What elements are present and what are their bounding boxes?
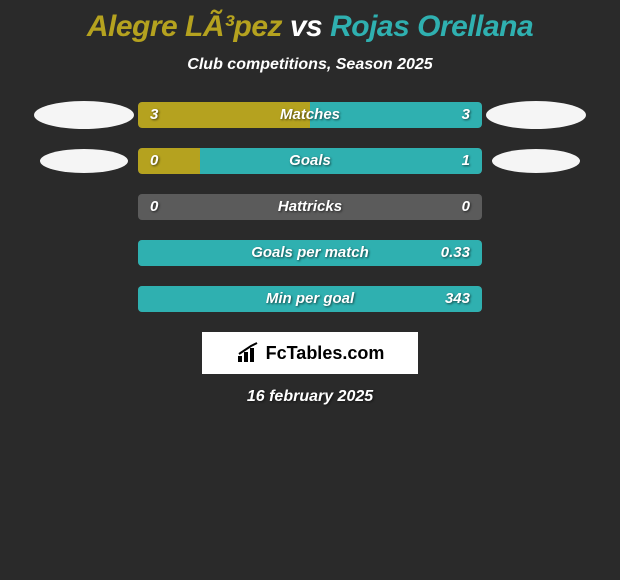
ellipse-icon (482, 99, 590, 131)
page-title: Alegre LÃ³pez vs Rojas Orellana (0, 10, 620, 44)
right-shape-slot (482, 99, 590, 131)
stat-bar: 00Hattricks (138, 194, 482, 220)
stat-row: 343Min per goal (0, 286, 620, 312)
right-shape-slot (482, 147, 590, 175)
stat-label: Matches (138, 102, 482, 128)
title-right: Rojas Orellana (330, 10, 533, 43)
stat-label: Min per goal (138, 286, 482, 312)
left-shape-slot (30, 99, 138, 131)
stat-bar: 33Matches (138, 102, 482, 128)
left-shape-slot (30, 147, 138, 175)
header: Alegre LÃ³pez vs Rojas Orellana (0, 0, 620, 52)
site-logo: FcTables.com (202, 332, 418, 374)
stat-row: 01Goals (0, 148, 620, 174)
subtitle: Club competitions, Season 2025 (0, 56, 620, 74)
logo-label: FcTables.com (266, 343, 385, 364)
date-label: 16 february 2025 (0, 388, 620, 406)
ellipse-icon (36, 147, 132, 175)
stats-list: 33Matches 01Goals 00Hattricks 0.33Goals per… (0, 102, 620, 312)
stat-label: Hattricks (138, 194, 482, 220)
stat-row: 0.33Goals per match (0, 240, 620, 266)
ellipse-icon (30, 99, 138, 131)
stat-bar: 0.33Goals per match (138, 240, 482, 266)
chart-icon (236, 342, 262, 364)
title-vs: vs (290, 10, 322, 43)
stat-label: Goals (138, 148, 482, 174)
stat-bar: 01Goals (138, 148, 482, 174)
stat-row: 00Hattricks (0, 194, 620, 220)
stat-bar: 343Min per goal (138, 286, 482, 312)
ellipse-icon (488, 147, 584, 175)
stat-label: Goals per match (138, 240, 482, 266)
title-left: Alegre LÃ³pez (87, 10, 282, 43)
stat-row: 33Matches (0, 102, 620, 128)
